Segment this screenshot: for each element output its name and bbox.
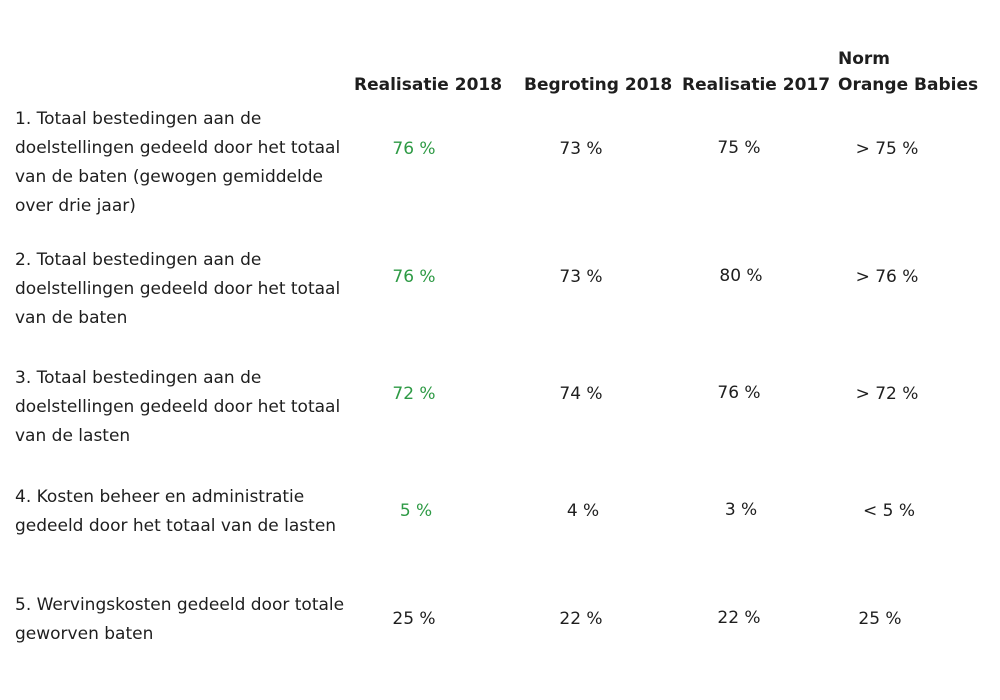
- header-norm: Norm Orange Babies: [838, 46, 978, 98]
- row-1-realisatie-2017: 75 %: [717, 138, 761, 158]
- header-realisatie-2018: Realisatie 2018: [354, 72, 502, 98]
- row-1-begroting-2018: 73 %: [559, 139, 603, 159]
- row-4-begroting-2018: 4 %: [566, 501, 600, 521]
- row-1-label: 1. Totaal bestedingen aan de doelstellin…: [15, 109, 341, 216]
- row-2-norm: > 76 %: [855, 267, 919, 287]
- row-4-label: 4. Kosten beheer en administratie gedeel…: [15, 487, 337, 536]
- header-begroting-2018: Begroting 2018: [524, 72, 672, 98]
- row-3-realisatie-2017: 76 %: [717, 383, 761, 403]
- row-4-realisatie-2017: 3 %: [724, 500, 758, 520]
- row-2-label: 2. Totaal bestedingen aan de doelstellin…: [15, 250, 341, 328]
- row-2-realisatie-2018: 76 %: [392, 267, 436, 287]
- row-3-begroting-2018: 74 %: [559, 384, 603, 404]
- row-2-realisatie-2017: 80 %: [719, 266, 763, 286]
- row-4-realisatie-2018: 5 %: [399, 501, 433, 521]
- row-5-norm: 25 %: [858, 609, 902, 629]
- header-begroting-2018-label: Begroting 2018: [524, 75, 673, 95]
- row-1-realisatie-2018: 76 %: [392, 139, 436, 159]
- row-3-realisatie-2018: 72 %: [392, 384, 436, 404]
- row-2-begroting-2018: 73 %: [559, 267, 603, 287]
- header-norm-line1: Norm: [838, 49, 891, 69]
- row-1-norm: > 75 %: [855, 139, 919, 159]
- row-5-begroting-2018: 22 %: [559, 609, 603, 629]
- row-5-label: 5. Wervingskosten gedeeld door totale ge…: [15, 595, 345, 644]
- header-realisatie-2017-label: Realisatie 2017: [682, 75, 831, 95]
- row-3-norm: > 72 %: [855, 384, 919, 404]
- header-realisatie-2017: Realisatie 2017: [682, 72, 830, 98]
- header-realisatie-2018-label: Realisatie 2018: [354, 75, 503, 95]
- header-norm-line2: Orange Babies: [838, 75, 979, 95]
- row-5-realisatie-2018: 25 %: [392, 609, 436, 629]
- row-4-norm: < 5 %: [862, 501, 916, 521]
- row-3-label: 3. Totaal bestedingen aan de doelstellin…: [15, 368, 341, 446]
- row-5-realisatie-2017: 22 %: [717, 608, 761, 628]
